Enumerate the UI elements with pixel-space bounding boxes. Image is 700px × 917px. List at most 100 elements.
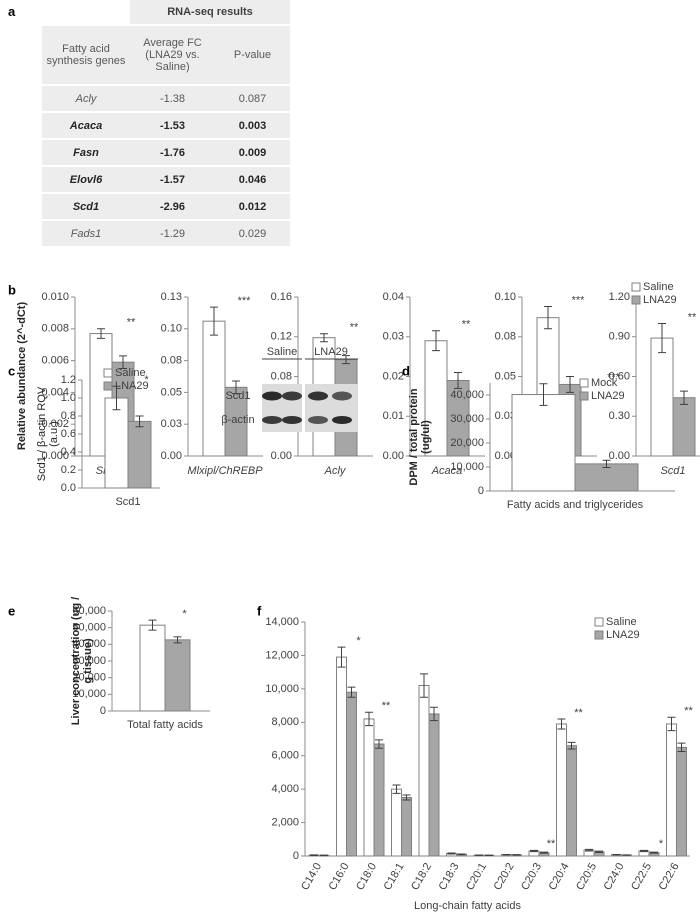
error-bar: [454, 372, 462, 389]
y-tick-label: 0.04: [383, 291, 404, 303]
significance: **: [688, 311, 697, 323]
legend-label: Mock: [591, 377, 618, 389]
significance: *: [144, 374, 149, 386]
bar: [363, 718, 375, 857]
error-bar: [392, 784, 401, 794]
error-bar: [210, 306, 218, 336]
significance: **: [684, 705, 693, 717]
significance: **: [350, 322, 359, 334]
x-tick-label: Scd1: [115, 496, 140, 508]
y-tick-label: 6,000: [271, 750, 299, 762]
y-tick-label: 1.0: [61, 392, 76, 404]
significance: **: [382, 700, 391, 712]
column-header: Fatty acid synthesis genes: [42, 25, 130, 86]
error-bar: [530, 849, 538, 853]
bar: [566, 745, 577, 857]
error-bar: [365, 711, 373, 727]
x-tick-label: C18:2: [409, 861, 434, 892]
blot-backdrop: [262, 384, 302, 432]
bar: [676, 746, 687, 857]
bar: [672, 397, 696, 457]
bar: [574, 463, 639, 492]
y-tick-label: 0.13: [161, 291, 182, 303]
significance: *: [182, 608, 187, 620]
table-row: Elovl6 -1.57 0.046: [42, 166, 291, 194]
bar: [391, 788, 402, 857]
bar: [164, 639, 191, 712]
blot-band: [332, 416, 352, 424]
gene-cell: Scd1: [42, 193, 130, 221]
y-axis-label: DPM / total protein (ug/ul): [408, 388, 432, 486]
y-tick-label: 4,000: [271, 783, 299, 795]
y-tick-label: 20,000: [450, 437, 484, 449]
blot-band: [282, 416, 302, 424]
error-bar: [667, 716, 676, 732]
bar: [346, 691, 357, 857]
panel-label: f: [257, 603, 262, 618]
p-value-cell: 0.012: [215, 193, 291, 221]
bar: [336, 656, 347, 857]
error-bar: [566, 376, 574, 393]
y-tick-label: 0.60: [609, 370, 630, 382]
category-label: Acaca: [431, 465, 463, 477]
p-value-cell: 0.003: [215, 112, 291, 140]
y-tick-label: 0.00: [495, 450, 516, 462]
x-tick-label: C22:6: [657, 861, 682, 892]
error-bar: [650, 851, 658, 854]
fold-change-cell: -1.38: [130, 85, 215, 113]
y-tick-label: 0.006: [41, 355, 69, 367]
legend-label: LNA29: [643, 294, 677, 306]
y-tick-label: 0.010: [41, 291, 69, 303]
y-tick-label: 0.01: [383, 410, 404, 422]
y-tick-label: 0.90: [609, 331, 630, 343]
error-bar: [342, 355, 350, 365]
panel-label: a: [8, 4, 16, 19]
significance: **: [462, 319, 471, 331]
bar: [401, 797, 412, 857]
y-tick-label: 0.08: [495, 331, 516, 343]
blank-cell: [42, 0, 130, 26]
column-header: P-value: [215, 25, 291, 86]
y-tick-label: 0.004: [41, 386, 69, 398]
y-tick-label: 0.2: [61, 464, 76, 476]
x-tick-label: C20:3: [519, 861, 544, 892]
p-value-cell: 0.009: [215, 139, 291, 167]
legend-swatch: [631, 295, 641, 305]
y-tick-label: 0: [100, 705, 106, 717]
y-tick-label: 0.16: [271, 291, 292, 303]
y-tick-label: 0.03: [383, 331, 404, 343]
legend-swatch: [594, 630, 604, 640]
bar: [511, 394, 576, 492]
error-bar: [347, 686, 356, 698]
fold-change-cell: -1.29: [130, 220, 215, 248]
error-bar: [539, 383, 548, 406]
error-bar: [557, 718, 566, 730]
legend-label: Saline: [115, 367, 146, 379]
x-tick-label: Fatty acids and triglycerides: [507, 499, 644, 511]
error-bar: [585, 848, 593, 852]
legend-swatch: [631, 282, 641, 292]
category-label: Mlxipl/ChREBP: [187, 465, 263, 477]
x-tick-label: C16:0: [327, 861, 352, 892]
blot-band: [308, 416, 328, 424]
blot-backdrop: [305, 384, 358, 432]
y-tick-label: 14,000: [265, 616, 299, 628]
blot-band: [308, 391, 328, 401]
y-tick-label: 8,000: [271, 716, 299, 728]
significance: **: [547, 838, 556, 850]
x-tick-label: C18:3: [437, 861, 462, 892]
y-tick-label: 0.30: [609, 410, 630, 422]
fold-change-cell: -1.76: [130, 139, 215, 167]
y-tick-label: 0.002: [41, 418, 69, 430]
table-title: RNA-seq results: [130, 0, 291, 26]
fold-change-cell: -1.57: [130, 166, 215, 194]
table-row: Acaca -1.53 0.003: [42, 112, 291, 140]
panel-label: e: [8, 603, 15, 618]
x-tick-label: Total fatty acids: [127, 719, 203, 731]
x-tick-label: C24:0: [602, 861, 627, 892]
error-bar: [135, 415, 144, 428]
y-tick-label: 0.6: [61, 428, 76, 440]
x-tick-label: C18:0: [354, 861, 379, 892]
y-tick-label: 0: [478, 485, 484, 497]
